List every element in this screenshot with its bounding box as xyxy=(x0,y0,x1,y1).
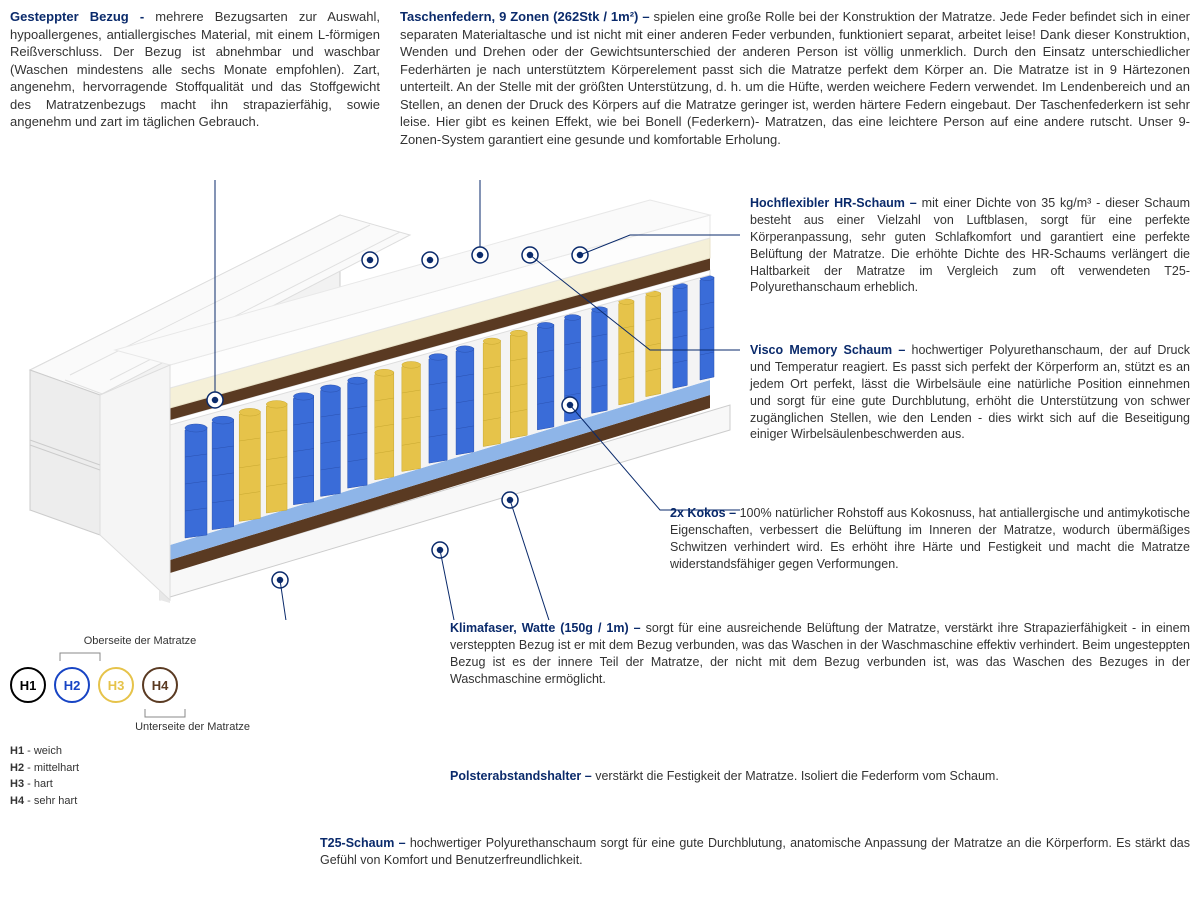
body-federn: spielen eine große Rolle bei der Konstru… xyxy=(400,9,1190,147)
body-kokos: 100% natürlicher Rohstoff aus Kokosnuss,… xyxy=(670,506,1190,571)
body-visco: hochwertiger Polyurethanschaum, der auf … xyxy=(750,343,1190,441)
heading-visco: Visco Memory Schaum – xyxy=(750,343,912,357)
heading-polster: Polsterabstandshalter – xyxy=(450,769,595,783)
body-t25: hochwertiger Polyurethanschaum sorgt für… xyxy=(320,836,1190,867)
heading-t25: T25-Schaum – xyxy=(320,836,410,850)
top-left-block: Gesteppter Bezug - mehrere Bezugsarten z… xyxy=(10,8,380,148)
heading-kokos: 2x Kokos – xyxy=(670,506,740,520)
hardness-h4: H4 xyxy=(142,667,178,703)
body-hr: mit einer Dichte von 35 kg/m³ - dieser S… xyxy=(750,196,1190,294)
heading-bezug: Gesteppter Bezug - xyxy=(10,9,155,24)
callout-t25: T25-Schaum – hochwertiger Polyurethansch… xyxy=(320,835,1190,869)
hardness-legend: Oberseite der Matratze H1 H2 H3 H4 Unter… xyxy=(10,635,270,809)
hardness-h3: H3 xyxy=(98,667,134,703)
hardness-list: H1 - weich H2 - mittelhart H3 - hart H4 … xyxy=(10,743,270,809)
top-right-block: Taschenfedern, 9 Zonen (262Stk / 1m²) – … xyxy=(400,8,1190,148)
hardness-bottom-label: Unterseite der Matratze xyxy=(10,721,270,733)
hardness-top-label: Oberseite der Matratze xyxy=(10,635,270,647)
callout-kokos: 2x Kokos – 100% natürlicher Rohstoff aus… xyxy=(670,505,1190,573)
hardness-circles: H1 H2 H3 H4 xyxy=(10,667,270,703)
heading-klima: Klimafaser, Watte (150g / 1m) – xyxy=(450,621,646,635)
hardness-h1: H1 xyxy=(10,667,46,703)
callout-polster: Polsterabstandshalter – verstärkt die Fe… xyxy=(450,768,1190,785)
body-bezug: mehrere Bezugsarten zur Auswahl, hypoall… xyxy=(10,9,380,129)
body-polster: verstärkt die Festigkeit der Matratze. I… xyxy=(595,769,999,783)
hardness-h2: H2 xyxy=(54,667,90,703)
callout-klima: Klimafaser, Watte (150g / 1m) – sorgt fü… xyxy=(450,620,1190,688)
heading-federn: Taschenfedern, 9 Zonen (262Stk / 1m²) – xyxy=(400,9,654,24)
mattress-illustration xyxy=(10,180,740,620)
callout-hr: Hochflexibler HR-Schaum – mit einer Dich… xyxy=(750,195,1190,296)
callout-visco: Visco Memory Schaum – hochwertiger Polyu… xyxy=(750,342,1190,443)
heading-hr: Hochflexibler HR-Schaum – xyxy=(750,196,922,210)
